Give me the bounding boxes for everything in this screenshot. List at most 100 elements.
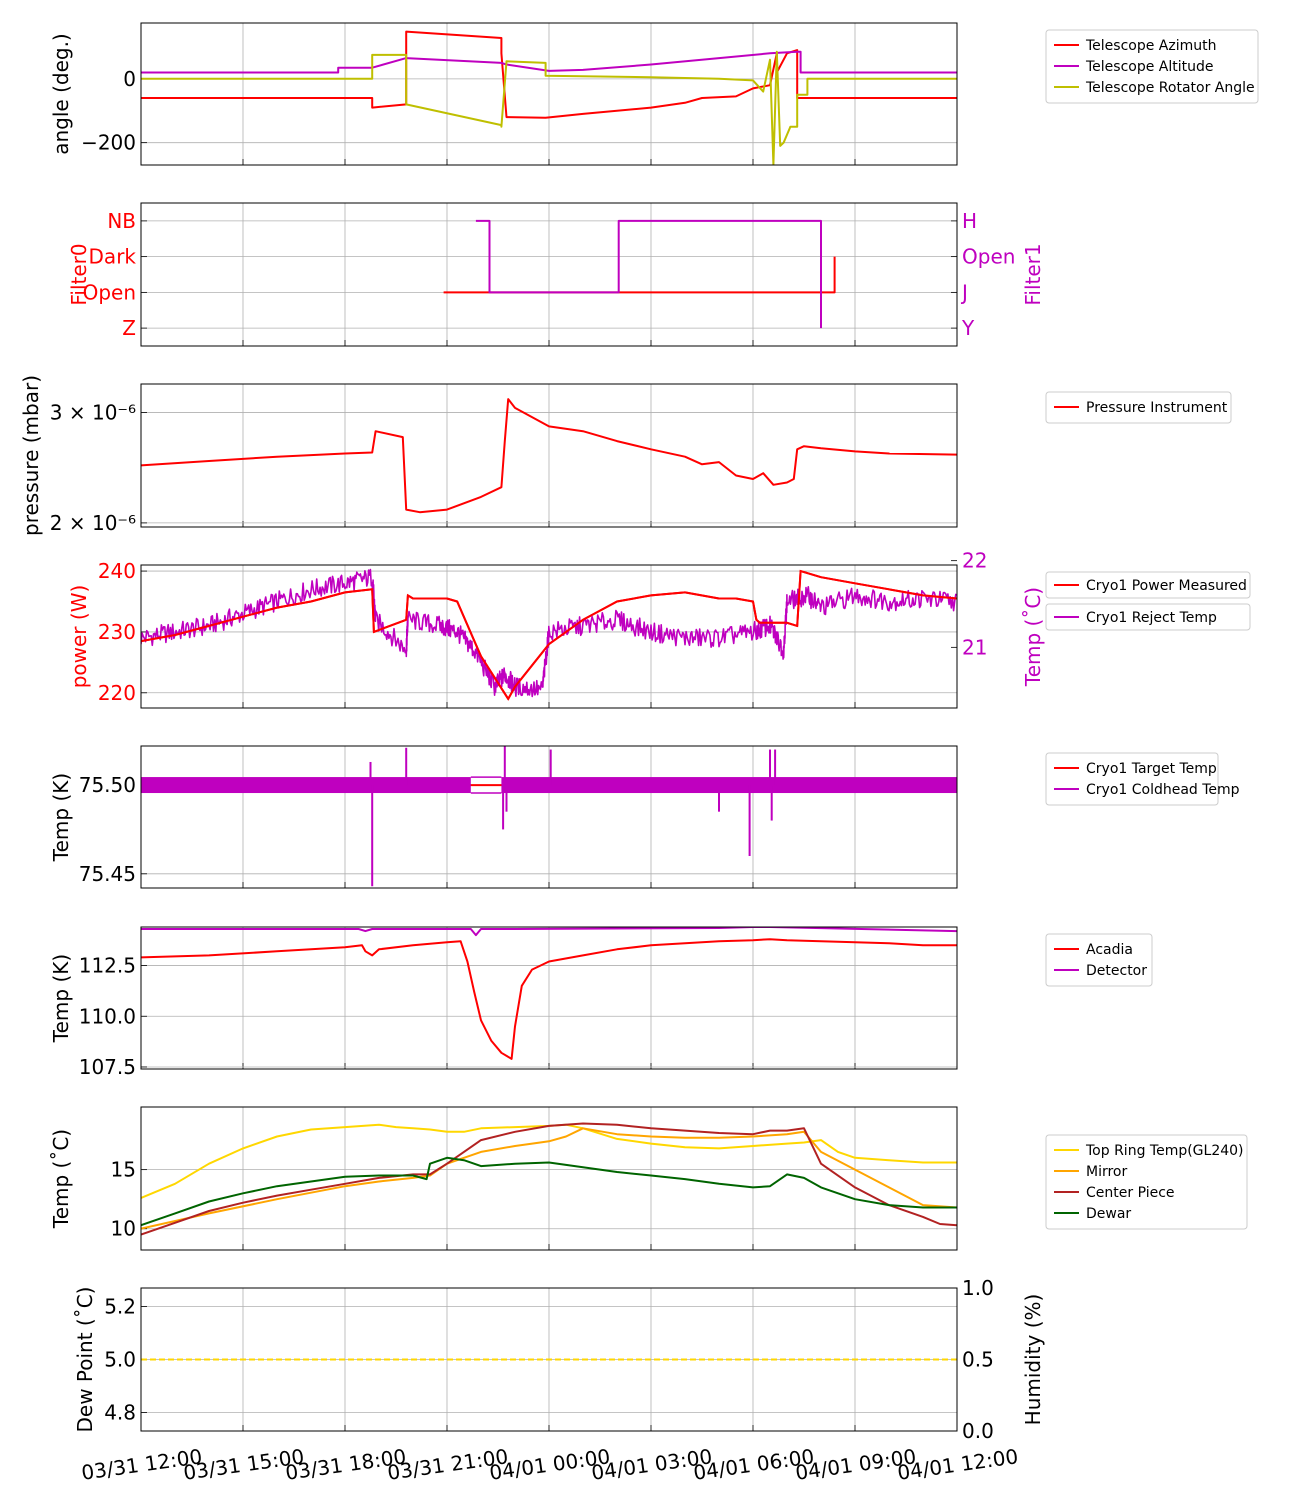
- y-right-tick-label: 21: [962, 635, 987, 659]
- legend-label: Telescope Rotator Angle: [1085, 80, 1255, 96]
- legend-label: Dewar: [1086, 1206, 1131, 1222]
- data-layer: [141, 568, 957, 701]
- y-axis-label: Dew Point (˚C): [73, 1286, 97, 1432]
- legend-label: Detector: [1086, 963, 1147, 979]
- y-tick-label: 0: [123, 67, 136, 91]
- y-right-tick-label: 0.0: [962, 1419, 994, 1443]
- series-line-filter0: [443, 256, 836, 294]
- axes-frame: [140, 383, 958, 528]
- y-axis-label: angle (deg.): [49, 33, 73, 155]
- series-line-detector: [141, 927, 957, 937]
- legend-label: Center Piece: [1086, 1185, 1175, 1201]
- y-axis-label: power (W): [67, 585, 91, 689]
- legend-label: Mirror: [1086, 1164, 1127, 1180]
- y-tick-label: 110.0: [79, 1004, 136, 1028]
- y-tick-label: 4.8: [104, 1400, 136, 1424]
- legend-label: Top Ring Temp(GL240): [1085, 1143, 1244, 1159]
- panel-3: 2 × 10⁻⁶ 3 × 10⁻⁶ pressure (mbar) Pressure …: [19, 375, 1232, 536]
- axes-frame: [140, 745, 958, 889]
- y-axis-label: Temp (K): [49, 773, 73, 862]
- y-right-tick-label: Y: [961, 316, 975, 340]
- y-tick-label: 15: [111, 1158, 136, 1182]
- legend-box: [1045, 391, 1232, 424]
- axes-frame: [140, 926, 958, 1070]
- legend: Cryo1 Target Temp Cryo1 Coldhead Temp: [1045, 752, 1240, 806]
- y-tick-label: 5.2: [104, 1295, 136, 1319]
- series-line-cryo1-reject-temp: [141, 568, 957, 698]
- series-line-acadia: [141, 938, 957, 1060]
- series-line-dewar: [141, 1156, 957, 1227]
- axes-frame: [140, 564, 958, 709]
- legend: Acadia Detector: [1045, 933, 1153, 987]
- y-axis-label: Temp (˚C): [49, 1129, 73, 1229]
- legend-box: [1045, 29, 1259, 104]
- axes-frame: [140, 22, 958, 166]
- legend-label: Cryo1 Power Measured: [1086, 578, 1247, 594]
- y-right-tick-label: 22: [962, 549, 987, 573]
- coldhead-band: [501, 777, 957, 794]
- y-right-tick-label: Open: [962, 245, 1015, 269]
- panel-7: 10 15 Temp (˚C) Top Ring Temp(GL240) Mirror C…: [49, 1106, 1248, 1251]
- y-tick-label: Dark: [89, 245, 137, 269]
- y-right-tick-label: 0.5: [962, 1348, 994, 1372]
- y-tick-label: 2 × 10⁻⁶: [50, 511, 136, 535]
- y-tick-label: 10: [111, 1217, 136, 1241]
- data-layer: [141, 30, 957, 165]
- y-tick-label: −200: [81, 131, 136, 155]
- y-right-axis-label: Humidity (%): [1021, 1294, 1045, 1426]
- y-tick-label: 107.5: [79, 1055, 136, 1079]
- legend-box: [1045, 1134, 1248, 1230]
- series-line-filter1: [475, 219, 822, 329]
- legend-box: [1045, 752, 1219, 806]
- y-tick-label: Z: [122, 316, 136, 340]
- panel-2: Z Open Dark NB YJ Open H Filter0 Filter1: [67, 202, 1045, 347]
- axes-frame: [140, 1106, 958, 1251]
- legend: Top Ring Temp(GL240) Mirror Center Piece De…: [1045, 1134, 1248, 1230]
- legend-label: Cryo1 Target Temp: [1086, 761, 1217, 777]
- y-axis-label: Temp (K): [49, 954, 73, 1043]
- data-layer: [141, 1122, 957, 1236]
- y-right-axis-label: Filter1: [1021, 243, 1045, 305]
- data-layer: [443, 219, 836, 329]
- y-tick-label: 220: [98, 681, 136, 705]
- y-tick-label: 75.50: [79, 773, 136, 797]
- legend: Telescope Azimuth Telescope Altitude Teles…: [1045, 29, 1259, 104]
- series-line-pressure-instrument: [141, 398, 957, 514]
- legend-label: Pressure Instrument: [1086, 400, 1228, 416]
- data-layer: [141, 746, 957, 887]
- y-right-tick-label: H: [962, 209, 977, 233]
- data-layer: [141, 927, 957, 1060]
- axes-frame: [140, 202, 958, 347]
- y-right-tick-label: J: [960, 280, 968, 304]
- legend-label: Telescope Altitude: [1085, 59, 1214, 75]
- y-tick-label: NB: [107, 209, 136, 233]
- legend-box: [1045, 933, 1153, 987]
- data-layer: [141, 398, 957, 514]
- legend-label: Cryo1 Coldhead Temp: [1086, 782, 1240, 798]
- panel-8: 4.8 5.0 5.2 0.0 0.5 1.0 Dew Point (˚C) Humidity…: [73, 1276, 1045, 1485]
- legend: Cryo1 Power Measured Cryo1 Reject Temp: [1045, 571, 1251, 631]
- y-tick-label: 230: [98, 620, 136, 644]
- y-axis-label: pressure (mbar): [19, 375, 43, 536]
- series-line-telescope-altitude: [141, 50, 957, 74]
- y-tick-label: 240: [98, 559, 136, 583]
- legend: Pressure Instrument: [1045, 391, 1232, 424]
- y-right-axis-label: Temp (˚C): [1021, 587, 1045, 687]
- legend-label: Telescope Azimuth: [1085, 38, 1216, 54]
- y-right-tick-label: 1.0: [962, 1276, 994, 1300]
- y-tick-label: 5.0: [104, 1348, 136, 1372]
- legend-box: [1045, 571, 1251, 599]
- coldhead-band: [141, 777, 471, 794]
- legend-label: Acadia: [1086, 942, 1133, 958]
- series-line-mirror: [141, 1127, 957, 1230]
- y-tick-label: 75.45: [79, 862, 136, 886]
- series-line-telescope-rotator-angle: [141, 50, 957, 165]
- series-line-center-piece: [141, 1122, 957, 1236]
- legend-label: Cryo1 Reject Temp: [1086, 610, 1217, 626]
- legend-box: [1045, 603, 1251, 631]
